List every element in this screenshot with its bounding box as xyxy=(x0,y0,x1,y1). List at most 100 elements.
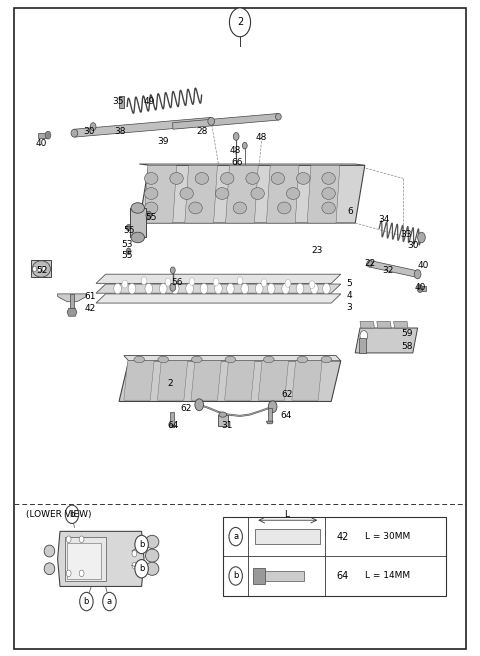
Text: 55: 55 xyxy=(123,226,134,236)
Bar xyxy=(218,415,228,426)
Text: 52: 52 xyxy=(36,266,48,276)
Text: 28: 28 xyxy=(196,127,207,136)
Circle shape xyxy=(227,283,234,294)
Bar xyxy=(31,260,51,277)
Polygon shape xyxy=(369,260,418,277)
Bar xyxy=(223,517,446,596)
Circle shape xyxy=(66,536,71,543)
Text: b: b xyxy=(84,597,89,606)
Circle shape xyxy=(90,123,96,131)
Polygon shape xyxy=(377,321,391,328)
Polygon shape xyxy=(360,321,374,328)
Ellipse shape xyxy=(297,356,308,363)
Ellipse shape xyxy=(233,202,247,214)
Ellipse shape xyxy=(322,173,336,184)
Text: 56: 56 xyxy=(171,277,182,287)
Circle shape xyxy=(132,562,137,569)
Text: 61: 61 xyxy=(84,292,96,301)
Text: b: b xyxy=(69,510,75,519)
Text: b: b xyxy=(139,564,144,573)
Circle shape xyxy=(229,567,242,585)
Circle shape xyxy=(165,278,171,286)
Circle shape xyxy=(242,142,247,149)
Circle shape xyxy=(215,283,222,294)
Circle shape xyxy=(170,283,176,291)
Text: 48: 48 xyxy=(256,133,267,142)
Text: 53: 53 xyxy=(121,239,133,249)
Text: 4: 4 xyxy=(347,291,352,300)
Circle shape xyxy=(418,232,425,243)
Text: 42: 42 xyxy=(84,304,96,313)
Text: 5: 5 xyxy=(347,279,352,288)
Circle shape xyxy=(261,279,267,287)
Circle shape xyxy=(37,266,41,272)
Text: 55: 55 xyxy=(145,213,157,222)
Text: a: a xyxy=(233,532,238,541)
Circle shape xyxy=(229,8,251,37)
Ellipse shape xyxy=(277,202,291,214)
Text: 64: 64 xyxy=(337,571,349,581)
Bar xyxy=(130,208,146,237)
Circle shape xyxy=(170,267,175,274)
Ellipse shape xyxy=(321,356,332,363)
Ellipse shape xyxy=(134,356,144,363)
Circle shape xyxy=(213,278,219,286)
Ellipse shape xyxy=(264,356,274,363)
Ellipse shape xyxy=(71,129,78,137)
Ellipse shape xyxy=(131,203,144,213)
Ellipse shape xyxy=(219,412,227,417)
Ellipse shape xyxy=(158,356,168,363)
Ellipse shape xyxy=(180,188,193,199)
Polygon shape xyxy=(124,356,341,361)
Text: 59: 59 xyxy=(401,329,413,338)
Text: 32: 32 xyxy=(382,266,394,275)
Circle shape xyxy=(311,283,318,294)
Ellipse shape xyxy=(208,117,215,125)
Bar xyxy=(67,543,101,579)
Ellipse shape xyxy=(220,173,234,184)
Text: 40: 40 xyxy=(35,138,47,148)
Circle shape xyxy=(42,266,46,272)
Circle shape xyxy=(229,527,242,546)
Text: 35: 35 xyxy=(112,97,123,106)
Polygon shape xyxy=(74,117,211,137)
Ellipse shape xyxy=(367,260,372,267)
Polygon shape xyxy=(96,274,341,283)
Text: 3: 3 xyxy=(347,302,352,312)
Circle shape xyxy=(237,277,243,285)
Circle shape xyxy=(186,283,193,294)
Bar xyxy=(253,568,265,584)
Ellipse shape xyxy=(287,188,300,199)
Circle shape xyxy=(126,224,131,231)
Text: 2: 2 xyxy=(168,379,173,388)
Circle shape xyxy=(323,283,330,294)
Bar xyxy=(70,294,74,308)
Polygon shape xyxy=(58,294,86,302)
Circle shape xyxy=(135,535,148,554)
Polygon shape xyxy=(119,361,341,401)
Bar xyxy=(268,408,272,421)
Text: 40: 40 xyxy=(418,260,429,270)
Circle shape xyxy=(135,560,148,578)
Text: 38: 38 xyxy=(114,127,126,136)
Text: 48: 48 xyxy=(229,146,241,155)
Circle shape xyxy=(267,283,275,294)
Text: 49: 49 xyxy=(143,97,155,106)
Circle shape xyxy=(66,570,71,577)
Polygon shape xyxy=(266,165,299,223)
Polygon shape xyxy=(258,361,288,400)
Circle shape xyxy=(65,505,79,523)
Polygon shape xyxy=(169,425,176,428)
Polygon shape xyxy=(157,361,188,400)
Polygon shape xyxy=(96,284,341,293)
Text: 33: 33 xyxy=(400,230,411,239)
Ellipse shape xyxy=(145,549,159,562)
Text: 64: 64 xyxy=(280,411,291,420)
Ellipse shape xyxy=(144,188,158,199)
Text: 55: 55 xyxy=(121,251,133,260)
Circle shape xyxy=(114,283,121,294)
Text: 30: 30 xyxy=(83,127,95,136)
Circle shape xyxy=(285,279,291,287)
Text: 30: 30 xyxy=(407,241,419,250)
Bar xyxy=(65,537,106,581)
